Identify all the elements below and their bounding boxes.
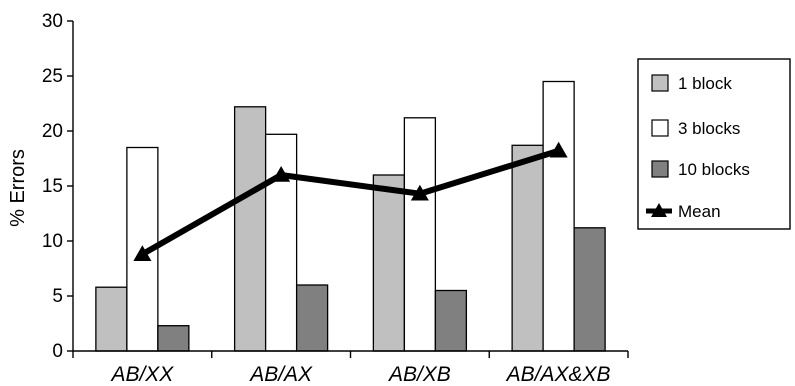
y-tick-label-25: 25 [42,66,63,87]
legend-label-0: 1 block [678,74,732,93]
y-tick-label-15: 15 [42,176,63,197]
bar-10-blocks-0 [157,325,190,352]
bar-10-blocks-3 [573,227,606,352]
legend-label-mean: Mean [678,202,721,221]
legend-label-2: 10 blocks [678,160,750,179]
bar-3-blocks-3 [542,80,575,352]
mean-point-2 [410,184,429,201]
bar-1-block-0 [95,286,128,352]
y-tick-label-20: 20 [42,121,63,142]
legend-label-1: 3 blocks [678,119,740,138]
legend-mean-marker [651,203,667,217]
x-tick-label-0: AB/XX [109,363,174,386]
y-tick-label-0: 0 [52,341,63,362]
bar-10-blocks-2 [434,289,468,352]
y-tick-label-30: 30 [42,11,63,32]
legend-swatch-1 [651,119,669,137]
y-tick-label-10: 10 [42,231,63,252]
bar-1-block-2 [372,174,406,352]
y-ticks: 0 5 10 15 20 25 30 [42,11,73,362]
mean-point-1 [272,166,291,182]
bar-1-block-3 [511,144,544,352]
x-tick-label-2: AB/XB [387,363,451,386]
mean-line-layer [133,141,568,261]
bars-layer [95,80,606,352]
y-axis-title: % Errors [7,149,29,227]
mean-point-0 [133,245,152,261]
bar-1-block-1 [233,106,267,352]
x-tick-label-3: AB/AX&XB [505,363,611,386]
mean-line [140,147,560,257]
y-tick-label-5: 5 [52,286,63,307]
legend-swatch-2 [651,160,669,178]
bar-10-blocks-1 [295,284,329,352]
legend: 1 block 3 blocks 10 blocks Mean [637,58,791,230]
x-tick-label-1: AB/AX [248,363,313,386]
legend-swatch-0 [651,74,669,92]
mean-point-3 [549,141,568,158]
x-ticks: AB/XX AB/AX AB/XB AB/AX&XB [72,351,629,386]
bar-3-blocks-2 [403,117,437,352]
